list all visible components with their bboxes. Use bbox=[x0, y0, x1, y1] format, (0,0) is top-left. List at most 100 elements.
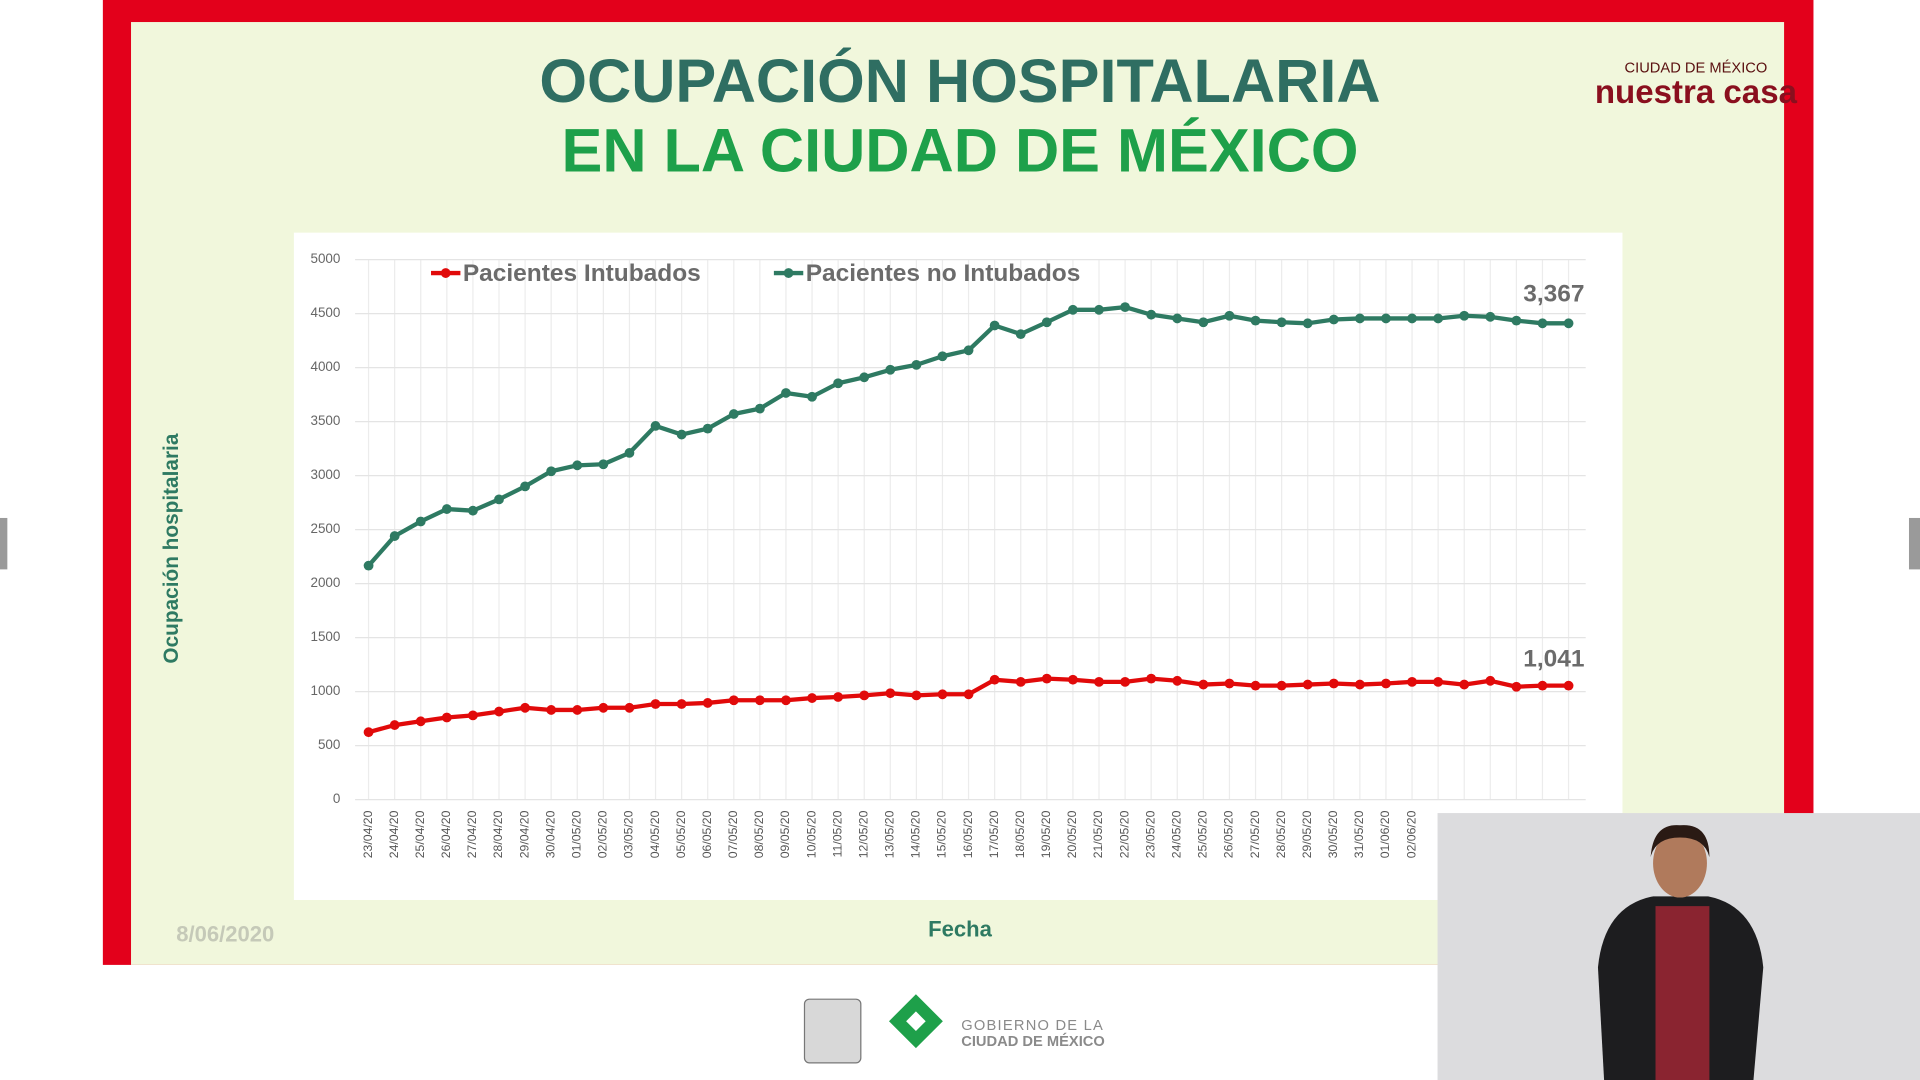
plot: 0 500 1000 1500 2000 2500 3000 3500 4000 4500 5000… bbox=[310, 251, 1586, 858]
series-marker bbox=[702, 698, 713, 708]
x-tick-label: 22/05/20 bbox=[1117, 810, 1131, 858]
series-marker bbox=[937, 351, 948, 362]
x-tick-label: 13/05/20 bbox=[883, 810, 897, 858]
series-marker bbox=[520, 702, 530, 713]
series-marker bbox=[415, 716, 426, 727]
y-tick-label: 4500 bbox=[310, 305, 340, 320]
y-tick-label: 500 bbox=[318, 737, 340, 752]
x-tick-label: 25/05/20 bbox=[1196, 810, 1210, 858]
x-tick-label: 09/05/20 bbox=[778, 810, 792, 858]
series-marker bbox=[546, 466, 557, 477]
series-marker bbox=[859, 690, 870, 701]
y-axis-label: Ocupación hospitalaria bbox=[160, 433, 183, 663]
series-marker bbox=[1511, 315, 1522, 326]
x-tick-label: 28/05/20 bbox=[1274, 810, 1288, 858]
legend-label: Pacientes Intubados bbox=[463, 260, 701, 287]
series-marker bbox=[1015, 329, 1026, 340]
series-marker bbox=[1407, 313, 1417, 324]
x-tick-label: 19/05/20 bbox=[1039, 810, 1053, 858]
series-marker bbox=[441, 712, 452, 723]
series-marker bbox=[781, 388, 791, 398]
x-tick-label: 29/05/20 bbox=[1300, 810, 1314, 858]
footer-logo: GOBIERNO DE LA CIUDAD DE MÉXICO bbox=[803, 994, 1105, 1064]
right-tab bbox=[1908, 517, 1920, 570]
y-tick-label: 0 bbox=[333, 791, 340, 806]
series-marker bbox=[1250, 315, 1261, 326]
series-marker bbox=[1172, 313, 1183, 324]
interpreter-video bbox=[1437, 813, 1920, 1080]
series-marker bbox=[963, 689, 974, 700]
x-tick-label: 01/05/20 bbox=[570, 810, 584, 858]
series-marker bbox=[415, 516, 426, 527]
x-tick-label: 11/05/20 bbox=[830, 810, 844, 857]
coat-of-arms bbox=[803, 998, 862, 1064]
interpreter-face bbox=[1653, 828, 1707, 898]
series-marker bbox=[1459, 310, 1470, 321]
legend-label: Pacientes no Intubados bbox=[806, 260, 1081, 287]
x-tick-label: 26/05/20 bbox=[1222, 810, 1236, 858]
series-marker bbox=[1094, 304, 1104, 315]
series-marker bbox=[1146, 673, 1157, 684]
legend-marker bbox=[440, 268, 451, 278]
x-tick-label: 26/04/20 bbox=[439, 810, 453, 858]
series-marker bbox=[546, 705, 557, 715]
series-marker bbox=[1563, 318, 1574, 329]
series-marker bbox=[1407, 676, 1417, 687]
series-marker bbox=[441, 504, 452, 514]
series-marker bbox=[1015, 676, 1026, 687]
x-axis-label: Fecha bbox=[928, 916, 992, 941]
series-marker bbox=[1328, 314, 1339, 325]
y-tick-label: 3500 bbox=[310, 413, 340, 428]
x-tick-label: 20/05/20 bbox=[1065, 810, 1079, 858]
series-marker bbox=[702, 423, 713, 434]
series-marker bbox=[1563, 680, 1574, 691]
x-tick-label: 28/04/20 bbox=[491, 810, 505, 858]
series-marker bbox=[754, 695, 765, 706]
series-marker bbox=[911, 359, 922, 370]
series-marker bbox=[807, 391, 817, 402]
series-marker bbox=[1485, 675, 1496, 686]
x-tick-label: 18/05/20 bbox=[1013, 810, 1027, 858]
y-tick-label: 2500 bbox=[310, 521, 340, 536]
x-tick-label: 07/05/20 bbox=[726, 810, 740, 858]
series-marker bbox=[807, 693, 817, 703]
series-marker bbox=[1381, 313, 1391, 324]
series-marker bbox=[754, 403, 765, 414]
series-marker bbox=[1433, 676, 1444, 687]
series-marker bbox=[781, 695, 791, 706]
series-marker bbox=[1041, 317, 1052, 328]
series-marker bbox=[676, 699, 687, 709]
x-tick-label: 21/05/20 bbox=[1091, 810, 1105, 858]
series-marker bbox=[1537, 680, 1548, 691]
series-marker bbox=[1198, 679, 1209, 690]
series-marker bbox=[1485, 311, 1496, 322]
series-marker bbox=[1041, 673, 1052, 684]
series-marker bbox=[833, 692, 844, 702]
x-tick-label: 14/05/20 bbox=[909, 810, 923, 858]
series-marker bbox=[1224, 310, 1235, 321]
x-tick-label: 02/05/20 bbox=[596, 810, 610, 858]
series-marker bbox=[1511, 681, 1522, 692]
x-tick-label: 29/04/20 bbox=[517, 810, 531, 858]
x-tick-label: 06/05/20 bbox=[700, 810, 714, 858]
series-marker bbox=[1276, 317, 1287, 328]
series-marker bbox=[468, 505, 478, 516]
gov-emblem bbox=[888, 994, 943, 1049]
series-marker bbox=[650, 699, 661, 709]
series-marker bbox=[1302, 679, 1313, 690]
x-tick-label: 15/05/20 bbox=[935, 810, 949, 858]
gov-line1: GOBIERNO DE LA bbox=[961, 1018, 1104, 1034]
y-tick-label: 4000 bbox=[310, 359, 340, 374]
series-marker bbox=[1381, 678, 1391, 689]
y-tick-label: 1500 bbox=[310, 629, 340, 644]
series-marker bbox=[1354, 679, 1365, 690]
x-tick-label: 08/05/20 bbox=[752, 810, 766, 858]
subtitle: EN LA CIUDAD DE MÉXICO bbox=[561, 117, 1358, 185]
brand: nuestra casa bbox=[1595, 74, 1798, 111]
series-marker bbox=[624, 448, 635, 458]
x-tick-label: 27/04/20 bbox=[465, 810, 479, 858]
y-tick-label: 3000 bbox=[310, 467, 340, 482]
legend-marker bbox=[783, 268, 794, 278]
series-marker bbox=[1146, 309, 1157, 320]
